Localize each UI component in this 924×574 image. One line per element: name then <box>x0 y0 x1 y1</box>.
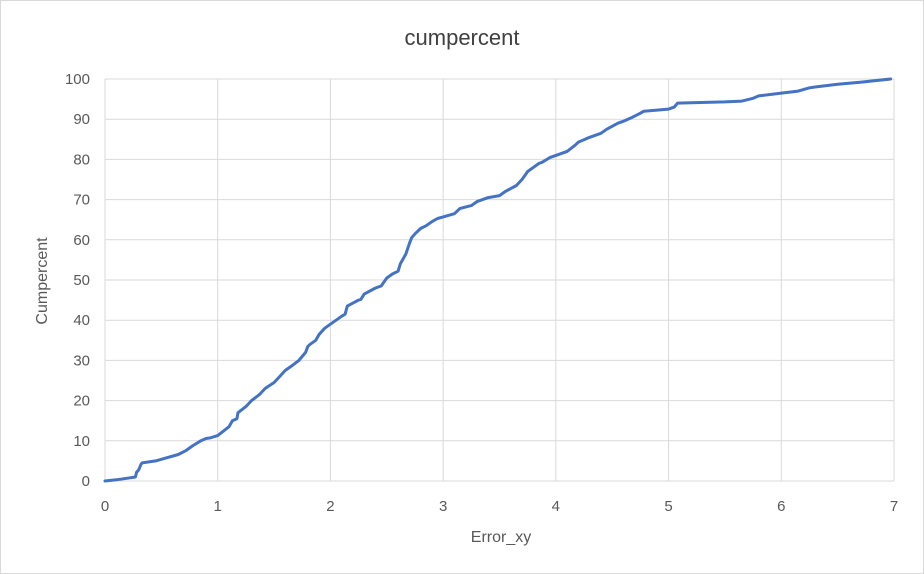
y-tick-label: 10 <box>73 433 90 450</box>
y-tick-label: 70 <box>73 192 90 209</box>
tick-labels: 0 10 20 30 40 50 60 70 80 90 100 0 1 2 3 4 5 6 7 <box>65 71 898 515</box>
x-tick-label: 1 <box>214 498 222 515</box>
x-tick-label: 0 <box>101 498 109 515</box>
x-tick-label: 2 <box>326 498 334 515</box>
x-tick-label: 6 <box>777 498 785 515</box>
y-tick-label: 20 <box>73 393 90 410</box>
y-tick-label: 80 <box>73 151 90 168</box>
y-tick-label: 60 <box>73 232 90 249</box>
x-tick-label: 7 <box>890 498 898 515</box>
y-tick-label: 50 <box>73 272 90 289</box>
x-tick-label: 4 <box>552 498 560 515</box>
y-tick-label: 40 <box>73 312 90 329</box>
y-tick-label: 30 <box>73 352 90 369</box>
series-layer <box>103 77 893 483</box>
y-tick-label: 100 <box>65 71 90 88</box>
y-tick-label: 0 <box>82 473 90 490</box>
x-tick-label: 5 <box>664 498 672 515</box>
y-tick-label: 90 <box>73 111 90 128</box>
series-line-cumpercent <box>103 77 893 483</box>
y-axis-title: Cumpercent <box>34 237 51 325</box>
x-tick-label: 3 <box>439 498 447 515</box>
x-axis-title: Error_xy <box>471 529 531 546</box>
chart-title: cumpercent <box>405 25 520 50</box>
gridlines <box>104 78 895 482</box>
